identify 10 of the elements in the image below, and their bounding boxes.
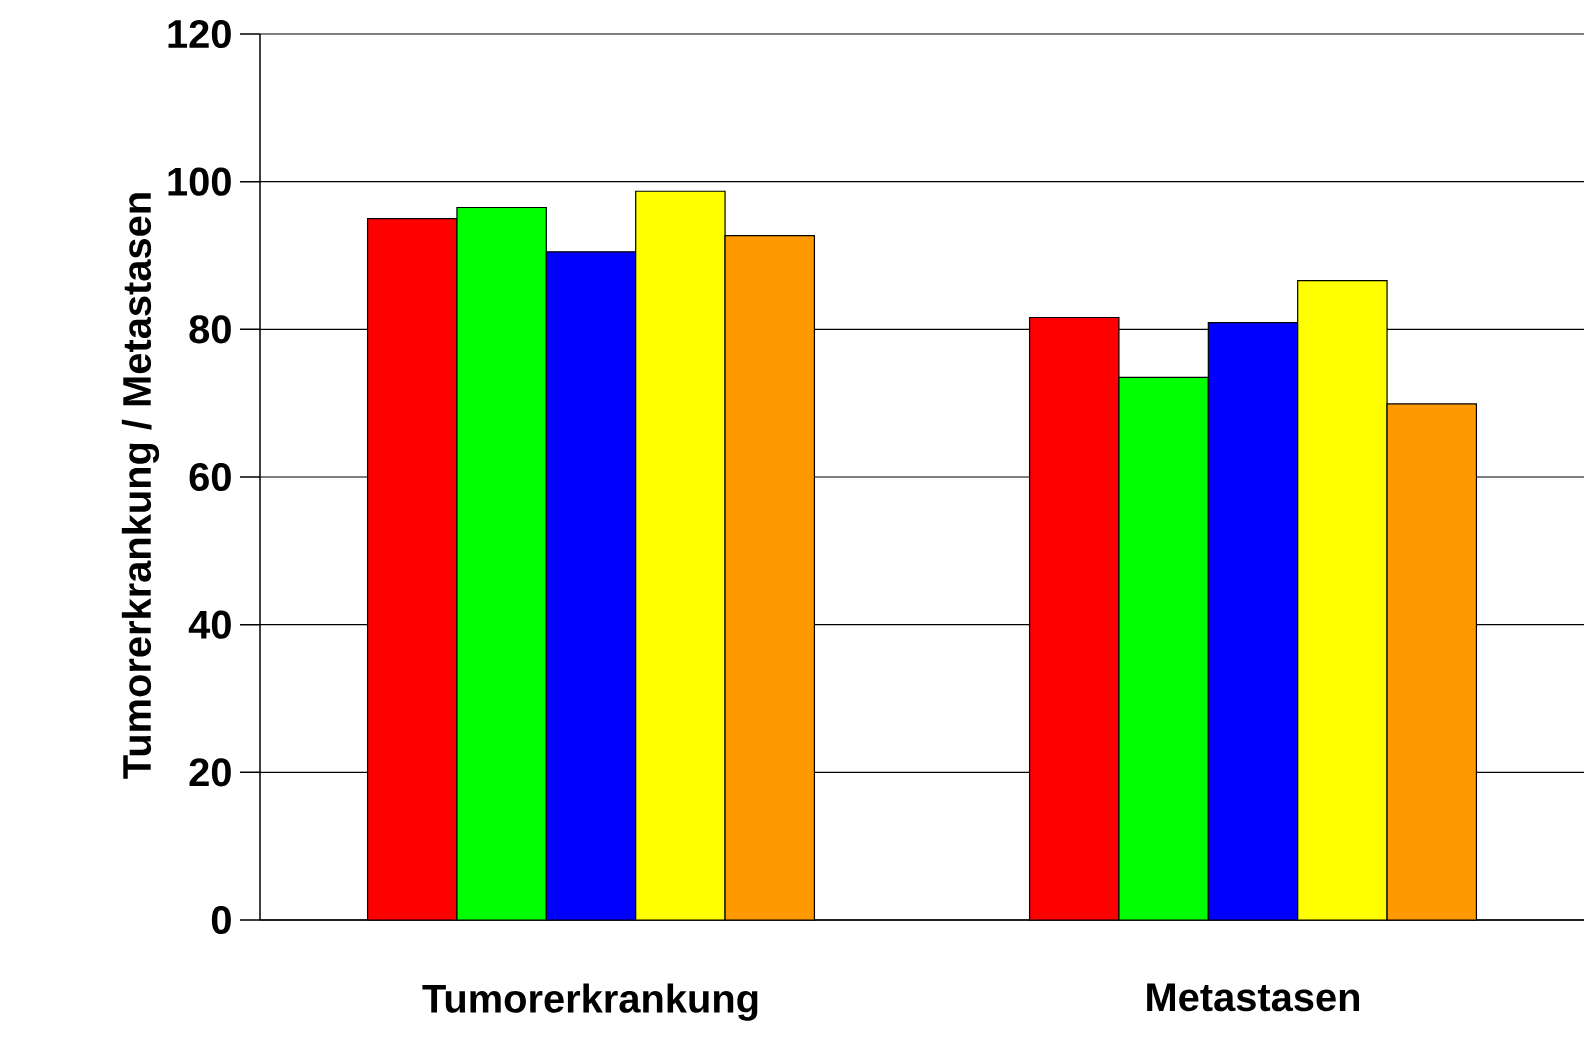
y-axis-title: Tumorerkrankung / Metastasen (121, 193, 160, 779)
x-tick-label: Metastasen (1147, 983, 1360, 1012)
y-tick-label: 20 (189, 758, 231, 787)
x-tick-label: Tumorerkrankung (422, 983, 758, 1021)
y-tick-label: 80 (189, 315, 231, 344)
y-tick-label: 100 (168, 167, 231, 196)
y-tick-label: 0 (211, 905, 231, 935)
y-tick-label: 40 (188, 610, 231, 639)
y-tick-label: 120 (168, 19, 231, 49)
y-tick-label: 60 (189, 462, 231, 492)
